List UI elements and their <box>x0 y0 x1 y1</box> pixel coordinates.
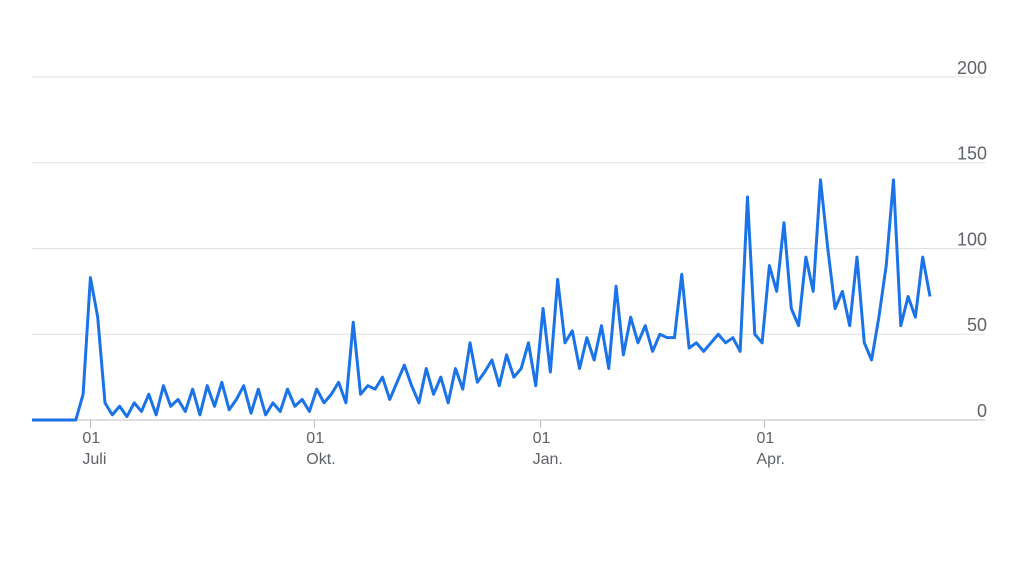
x-tick-label: 01 Apr. <box>756 430 785 468</box>
y-tick-label: 100 <box>957 229 987 249</box>
x-tick-label: 01 Okt. <box>306 430 336 468</box>
y-tick-label: 0 <box>977 401 987 421</box>
x-tick-label: 01 Jan. <box>532 430 563 468</box>
y-tick-label: 50 <box>967 315 987 335</box>
y-tick-label: 200 <box>957 58 987 78</box>
y-tick-label: 150 <box>957 144 987 164</box>
data-line <box>32 178 932 422</box>
x-tick-label: 01 Juli <box>82 430 107 468</box>
